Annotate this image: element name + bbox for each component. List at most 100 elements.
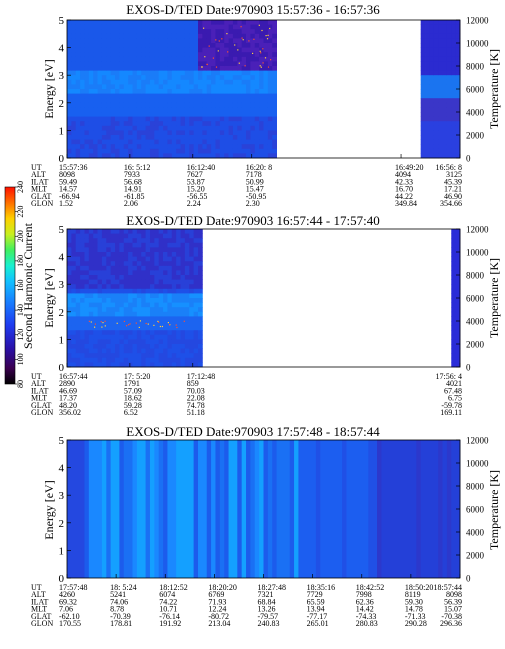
heatmap-cell	[451, 256, 457, 262]
heatmap-cell	[71, 288, 77, 294]
table-cell: 18:27:48	[258, 583, 286, 592]
heatmap-cell	[198, 47, 203, 53]
heatmap-cell	[149, 139, 155, 145]
heatmap-speckle	[203, 27, 205, 29]
heatmap-cell	[167, 325, 173, 331]
heatmap-cell	[193, 148, 199, 154]
heatmap-cell	[246, 148, 251, 154]
heatmap-cell	[119, 238, 125, 244]
heatmap-cell	[171, 279, 177, 285]
heatmap-cell	[67, 52, 72, 58]
heatmap-cell	[84, 47, 90, 53]
y2-tick-label: 4000	[466, 528, 485, 538]
heatmap-cell	[433, 130, 439, 136]
heatmap-cell	[115, 293, 120, 299]
heatmap-cell	[106, 125, 112, 131]
heatmap-cell	[158, 112, 164, 117]
heatmap-cell	[254, 47, 260, 53]
heatmap-cell	[311, 440, 317, 578]
heatmap-cell	[154, 112, 160, 117]
heatmap-cell	[180, 357, 186, 363]
heatmap-cell	[136, 61, 142, 67]
table-cell: -56.55	[187, 192, 208, 201]
heatmap-cell	[446, 125, 452, 131]
heatmap-cell	[141, 307, 146, 313]
heatmap-cell	[132, 89, 138, 94]
heatmap-cell	[128, 93, 133, 99]
heatmap-cell	[167, 261, 173, 267]
heatmap-cell	[132, 70, 138, 76]
heatmap-cell	[429, 121, 435, 127]
heatmap-cell	[110, 357, 116, 363]
heatmap-cell	[433, 144, 439, 150]
heatmap-cell	[202, 148, 208, 154]
heatmap-cell	[141, 348, 146, 354]
table-cell: 2.30	[246, 199, 260, 208]
heatmap-cell	[88, 121, 94, 127]
heatmap-cell	[206, 70, 212, 76]
heatmap-cell	[189, 233, 195, 239]
heatmap-cell	[80, 93, 85, 99]
heatmap-cell	[263, 75, 269, 81]
heatmap-cell	[224, 107, 229, 113]
heatmap-cell	[211, 56, 216, 62]
heatmap-cell	[272, 89, 277, 94]
heatmap-cell	[254, 43, 260, 48]
heatmap-cell	[154, 252, 160, 257]
heatmap-cell	[115, 229, 120, 234]
heatmap-cell	[206, 33, 212, 39]
heatmap-cell	[106, 47, 112, 53]
heatmap-cell	[184, 61, 190, 67]
heatmap-cell	[267, 66, 273, 71]
heatmap-cell	[184, 353, 190, 359]
heatmap-cell	[211, 440, 216, 578]
heatmap-cell	[198, 43, 203, 48]
heatmap-cell	[132, 102, 138, 108]
heatmap-cell	[123, 130, 129, 136]
heatmap-cell	[149, 275, 155, 280]
heatmap-cell	[154, 275, 160, 280]
heatmap-cell	[451, 238, 457, 244]
heatmap-speckle	[104, 320, 106, 322]
heatmap-cell	[442, 93, 448, 99]
panel-2-title: EXOS-D/TED Date:970903 16:57:44 - 17:57:…	[126, 213, 379, 228]
heatmap-cell	[232, 121, 238, 127]
heatmap-cell	[141, 288, 146, 294]
heatmap-cell	[198, 56, 203, 62]
table-cell: -61.85	[124, 192, 145, 201]
heatmap-speckle	[258, 24, 260, 26]
heatmap-cell	[176, 279, 181, 285]
heatmap-cell	[184, 270, 190, 276]
y-tick-label: 0	[59, 573, 65, 585]
heatmap-cell	[298, 440, 304, 578]
heatmap-cell	[110, 102, 116, 108]
heatmap-cell	[202, 107, 208, 113]
heatmap-cell	[180, 288, 186, 294]
heatmap-cell	[84, 52, 90, 58]
heatmap-cell	[228, 130, 234, 136]
heatmap-cell	[128, 330, 133, 336]
table-cell: 18:42:52	[356, 583, 384, 592]
heatmap-cell	[84, 247, 90, 253]
heatmap-cell	[171, 284, 177, 290]
heatmap-cell	[429, 33, 435, 39]
heatmap-cell	[263, 89, 269, 94]
heatmap-cell	[141, 357, 146, 363]
heatmap-cell	[128, 121, 133, 127]
heatmap-cell	[189, 38, 195, 44]
heatmap-cell	[145, 112, 151, 117]
heatmap-cell	[67, 357, 72, 363]
heatmap-cell	[184, 47, 190, 53]
heatmap-cell	[193, 33, 199, 39]
heatmap-cell	[84, 153, 90, 159]
heatmap-cell	[429, 79, 435, 85]
heatmap-speckle	[215, 39, 217, 41]
heatmap-cell	[84, 261, 90, 267]
heatmap-cell	[219, 61, 225, 67]
heatmap-cell	[106, 242, 112, 248]
heatmap-cell	[254, 98, 260, 104]
heatmap-cell	[215, 38, 221, 44]
heatmap-cell	[189, 70, 195, 76]
heatmap-cell	[167, 233, 173, 239]
heatmap-cell	[67, 348, 72, 354]
